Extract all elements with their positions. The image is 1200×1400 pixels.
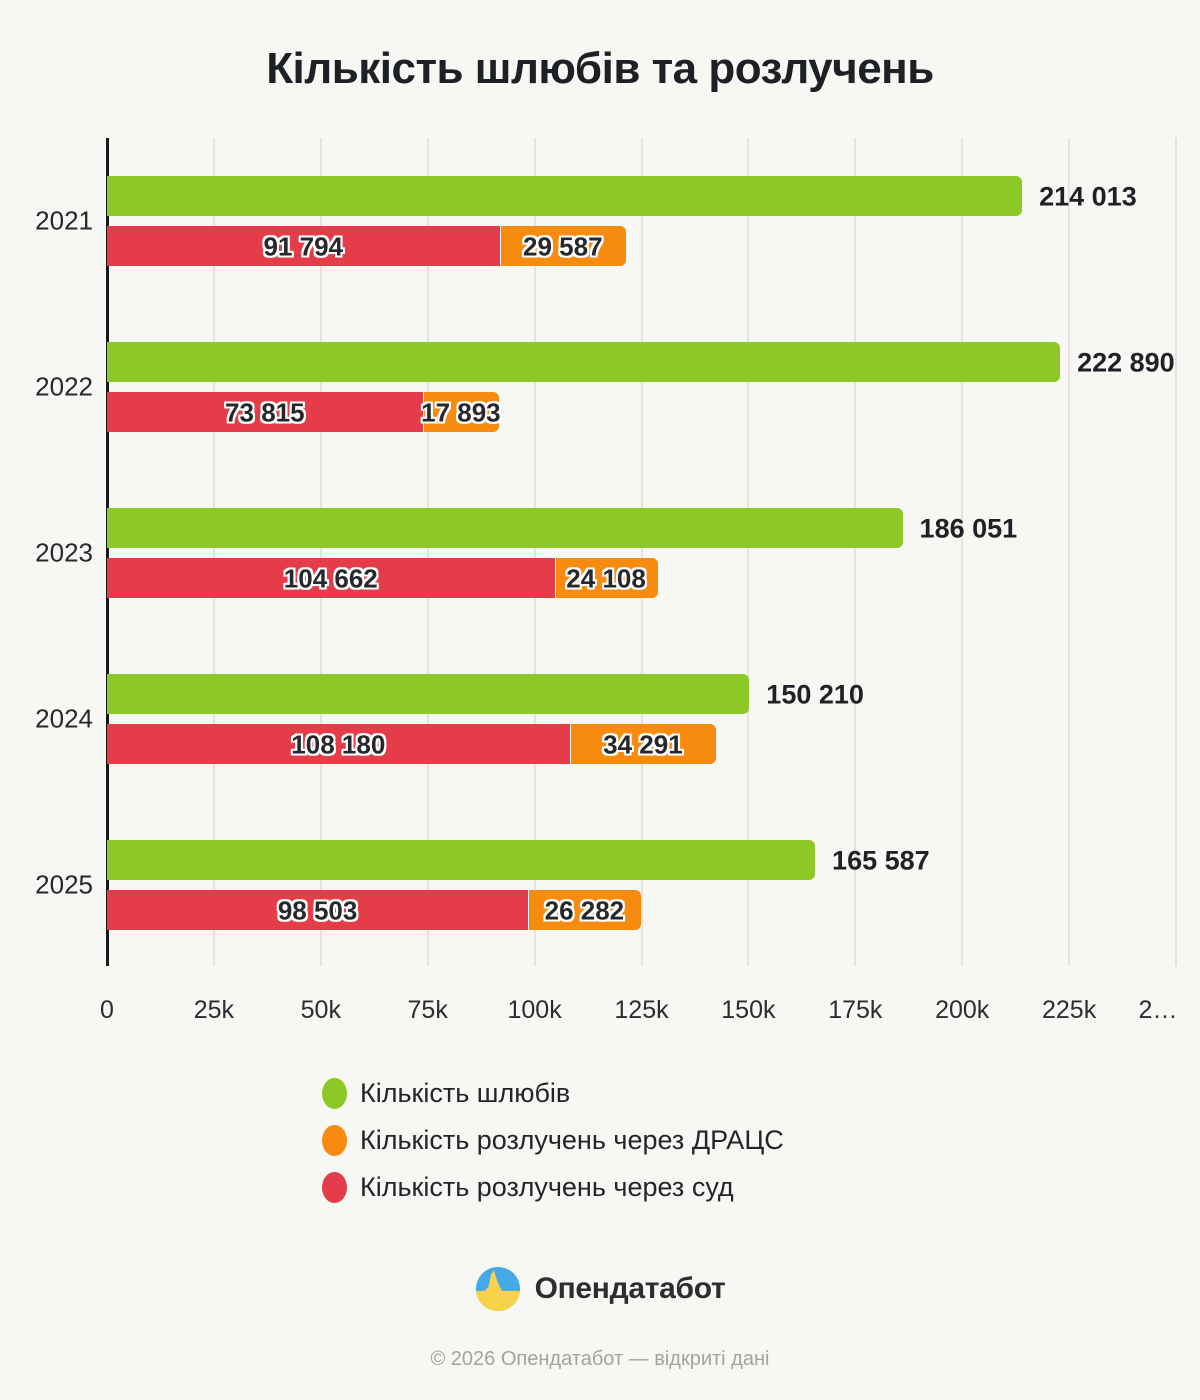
bar-divorce-court-2024: [107, 724, 570, 764]
gridline: [854, 138, 857, 966]
value-marriages-2025: 165 587: [832, 845, 930, 876]
y-axis-line: [106, 138, 109, 966]
bar-divorce-dracs-2025: [529, 890, 641, 930]
chart-legend: Кількість шлюбів Кількість розлучень чер…: [322, 1078, 784, 1219]
x-tick-0: 0: [100, 996, 114, 1024]
dracs-color-dot-icon: [322, 1125, 347, 1156]
legend-label-dracs: Кількість розлучень через ДРАЦС: [360, 1125, 784, 1155]
bar-marriages-2025: [107, 840, 816, 880]
year-label-2025: 2025: [35, 869, 93, 900]
value-divorce-dracs-2025: 26 282: [544, 895, 625, 926]
marriages-color-dot-icon: [322, 1078, 347, 1109]
chart-title: Кількість шлюбів та розлучень: [266, 44, 934, 93]
gridline: [533, 138, 536, 966]
value-divorce-court-2025: 98 503: [277, 895, 358, 926]
x-tick-175k: 175k: [828, 996, 883, 1024]
value-divorce-court-2023: 104 662: [283, 563, 378, 594]
x-tick-225k: 225k: [1041, 996, 1097, 1024]
bar-divorce-court-2022: [107, 392, 423, 432]
gridline: [640, 138, 643, 966]
bar-marriages-2023: [107, 508, 903, 548]
gridline: [1068, 138, 1071, 966]
value-marriages-2023: 186 051: [919, 513, 1018, 544]
x-tick-100k: 100k: [507, 996, 562, 1024]
legend-label-court: Кількість розлучень через суд: [360, 1172, 734, 1202]
gridline: [961, 138, 964, 966]
value-divorce-court-2021: 91 794: [263, 231, 344, 262]
value-divorce-dracs-2022: 17 893: [421, 397, 501, 428]
x-tick-25k: 25k: [193, 996, 235, 1024]
value-marriages-2021: 214 013: [1039, 181, 1137, 212]
court-color-dot-icon: [322, 1172, 347, 1203]
bar-divorce-dracs-2021: [500, 226, 626, 266]
gridline: [319, 138, 322, 966]
year-label-2023: 2023: [35, 537, 93, 568]
value-divorce-dracs-2023: 24 108: [566, 563, 646, 594]
year-label-2024: 2024: [35, 703, 93, 734]
bar-divorce-court-2025: [107, 890, 529, 930]
x-tick-200k: 200k: [935, 996, 990, 1024]
x-tick-2…: 2…: [1138, 996, 1178, 1024]
gridline: [747, 138, 750, 966]
bar-divorce-dracs-2024: [570, 724, 717, 764]
value-marriages-2024: 150 210: [766, 679, 864, 710]
gridline: [212, 138, 215, 966]
opendatabot-logo-icon: [475, 1266, 520, 1312]
bar-marriages-2024: [107, 674, 750, 714]
legend-item-court: Кількість розлучень через суд: [322, 1172, 784, 1203]
value-marriages-2022: 222 890: [1077, 347, 1175, 378]
gridline: [426, 138, 429, 966]
x-tick-150k: 150k: [721, 996, 776, 1024]
bar-marriages-2022: [107, 342, 1061, 382]
x-tick-75k: 75k: [407, 996, 448, 1024]
x-tick-125k: 125k: [614, 996, 669, 1024]
bar-divorce-dracs-2023: [555, 558, 658, 598]
x-tick-50k: 50k: [300, 996, 341, 1024]
bar-chart: 214 013 91 794 29 587 2021 222 890 73 815 17 8…: [35, 138, 1178, 1024]
value-divorce-dracs-2021: 29 587: [523, 231, 603, 262]
legend-item-dracs: Кількість розлучень через ДРАЦС: [322, 1125, 784, 1156]
value-divorce-court-2022: 73 815: [225, 397, 305, 428]
opendatabot-brand: Опендатабот: [0, 1266, 1200, 1312]
year-label-2022: 2022: [35, 371, 93, 402]
value-divorce-dracs-2024: 34 291: [603, 729, 683, 760]
legend-item-marriages: Кількість шлюбів: [322, 1078, 784, 1109]
bar-divorce-court-2021: [107, 226, 500, 266]
bar-divorce-court-2023: [107, 558, 555, 598]
legend-label-marriages: Кількість шлюбів: [360, 1078, 571, 1108]
copyright-text: © 2026 Опендатабот — відкриті дані: [430, 1348, 770, 1370]
bar-divorce-dracs-2022: [423, 392, 500, 432]
opendatabot-logo-text: Опендатабот: [534, 1272, 726, 1305]
bar-marriages-2021: [107, 176, 1023, 216]
gridline: [1175, 138, 1177, 966]
value-divorce-court-2024: 108 180: [291, 729, 386, 760]
year-label-2021: 2021: [35, 205, 93, 236]
